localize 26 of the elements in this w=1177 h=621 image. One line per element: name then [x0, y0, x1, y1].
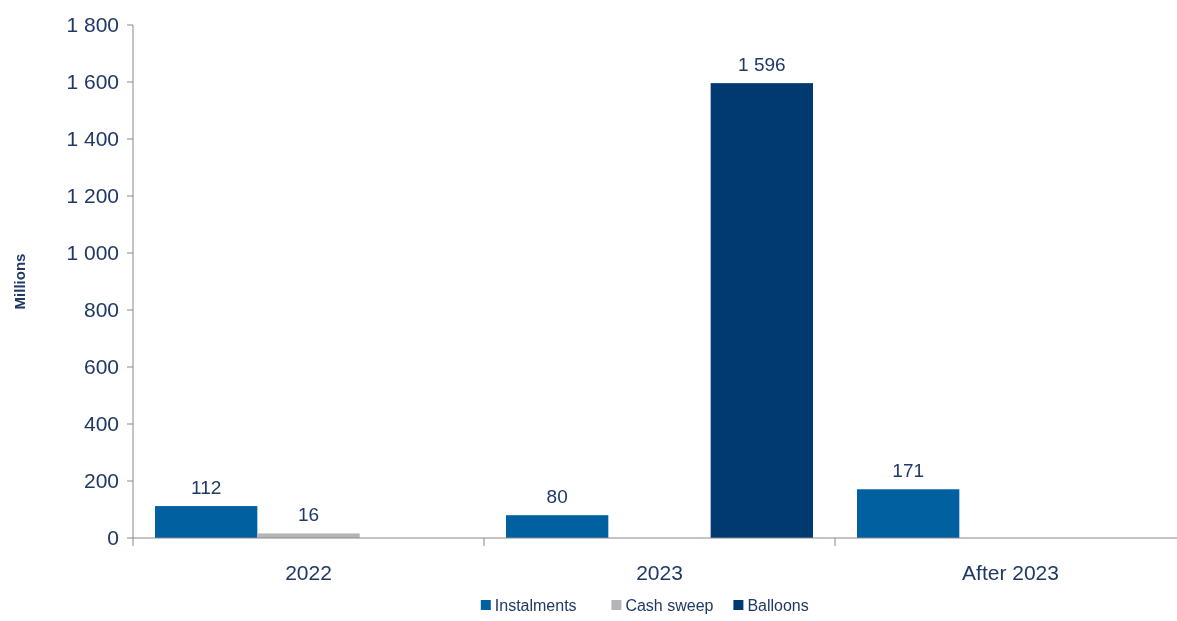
x-tick-label: 2022 — [285, 561, 332, 584]
data-label: 171 — [892, 460, 925, 482]
data-label: 112 — [191, 477, 222, 499]
y-tick-label: 800 — [83, 298, 119, 322]
legend-label: Cash sweep — [625, 597, 714, 614]
bar — [710, 83, 813, 538]
y-tick-label: 1 600 — [66, 70, 119, 94]
data-label: 16 — [297, 504, 320, 526]
y-tick-label: 1 200 — [66, 184, 119, 208]
x-tick-label: 2023 — [636, 561, 683, 584]
y-tick-label: 400 — [83, 412, 119, 436]
y-tick-label: 0 — [107, 526, 119, 550]
x-tick-label: After 2023 — [962, 561, 1059, 584]
y-tick-label: 200 — [83, 469, 119, 493]
legend-label: Instalments — [494, 597, 577, 614]
bar — [155, 506, 258, 538]
data-label: 80 — [546, 486, 568, 508]
legend-label: Balloons — [747, 597, 809, 614]
y-tick-label: 1 000 — [66, 241, 119, 265]
y-tick-label: 600 — [83, 355, 119, 379]
data-label: 1 596 — [738, 54, 786, 76]
y-tick-label: 1 800 — [66, 13, 119, 37]
bar — [857, 489, 960, 538]
y-axis-title: Millions — [11, 253, 28, 310]
bar — [506, 515, 609, 538]
y-tick-label: 1 400 — [66, 127, 119, 151]
